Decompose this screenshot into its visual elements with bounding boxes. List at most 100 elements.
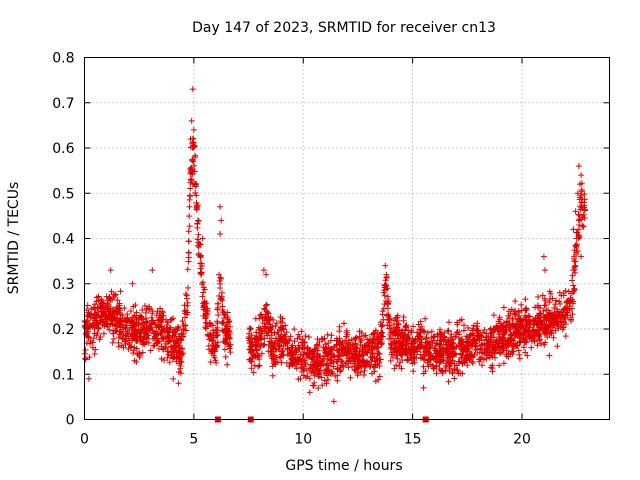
data-point xyxy=(197,260,204,267)
data-point xyxy=(130,350,137,357)
data-point xyxy=(500,304,507,311)
data-point xyxy=(269,363,276,370)
data-point xyxy=(460,327,467,334)
data-point xyxy=(522,296,529,303)
data-point xyxy=(183,295,190,302)
data-point xyxy=(492,354,499,361)
data-point xyxy=(184,284,191,291)
data-point xyxy=(106,326,113,333)
data-point xyxy=(250,369,257,376)
data-point xyxy=(139,349,146,356)
data-point-peak xyxy=(540,253,547,260)
data-point xyxy=(115,339,122,346)
data-point xyxy=(298,328,305,335)
data-point xyxy=(554,343,561,350)
data-point xyxy=(213,359,220,366)
data-point xyxy=(207,359,214,366)
data-point xyxy=(490,312,497,319)
data-point xyxy=(376,373,383,380)
data-point xyxy=(147,347,154,354)
data-point xyxy=(571,263,578,270)
data-point xyxy=(170,375,177,382)
y-tick-label: 0.1 xyxy=(52,367,74,383)
data-point xyxy=(202,324,209,331)
data-point-peak xyxy=(578,172,585,179)
x-tick-label: 15 xyxy=(404,432,422,448)
data-point xyxy=(186,213,193,220)
data-point xyxy=(360,372,367,379)
data-point xyxy=(194,217,201,224)
y-tick-label: 0 xyxy=(66,413,75,429)
data-point xyxy=(153,312,160,319)
data-point xyxy=(516,351,523,358)
data-point xyxy=(356,348,363,355)
data-point xyxy=(302,333,309,340)
data-point xyxy=(328,332,335,339)
data-point xyxy=(87,340,94,347)
data-point xyxy=(417,355,424,362)
data-point xyxy=(546,352,553,359)
y-tick-label: 0.6 xyxy=(52,141,74,157)
data-point xyxy=(318,374,325,381)
data-point xyxy=(130,303,137,310)
data-point-peak xyxy=(188,117,195,124)
data-point xyxy=(97,334,104,341)
data-point xyxy=(82,355,89,362)
data-point xyxy=(575,211,582,218)
data-point xyxy=(272,361,279,368)
x-tick-label: 10 xyxy=(294,432,312,448)
data-point xyxy=(217,285,224,292)
data-point xyxy=(185,228,192,235)
data-point xyxy=(379,322,386,329)
data-point xyxy=(380,289,387,296)
data-point xyxy=(389,335,396,342)
data-point xyxy=(410,368,417,375)
data-point xyxy=(186,223,193,230)
x-tick-label: 20 xyxy=(513,432,531,448)
data-point xyxy=(260,342,267,349)
data-point xyxy=(520,344,527,351)
data-point-peak xyxy=(85,375,92,382)
data-point xyxy=(546,299,553,306)
data-point xyxy=(205,342,212,349)
data-point xyxy=(166,359,173,366)
data-point xyxy=(516,339,523,346)
data-point-peak xyxy=(199,235,206,242)
data-point xyxy=(247,325,254,332)
data-point xyxy=(387,357,394,364)
axis-ticks: 0 0.1 0.2 0.3 0.4 0.5 0.6 0.7 0.8 0 5 10 15 20 xyxy=(52,51,610,448)
data-point xyxy=(186,196,193,203)
y-tick-label: 0.3 xyxy=(52,277,74,293)
grid-lines xyxy=(84,57,610,420)
data-points xyxy=(81,86,589,405)
data-point xyxy=(445,378,452,385)
data-point xyxy=(575,226,582,233)
data-point xyxy=(100,330,107,337)
data-point xyxy=(550,334,557,341)
data-point xyxy=(410,323,417,330)
data-point xyxy=(507,326,514,333)
data-point-peak xyxy=(217,203,224,210)
data-point xyxy=(221,346,228,353)
data-point-peak xyxy=(382,262,389,269)
data-point xyxy=(516,355,523,362)
data-point xyxy=(562,333,569,340)
data-point xyxy=(570,282,577,289)
data-point xyxy=(215,311,222,318)
chart-title: Day 147 of 2023, SRMTID for receiver cn1… xyxy=(192,20,496,36)
data-point-peak xyxy=(129,280,136,287)
data-point xyxy=(518,301,525,308)
data-point xyxy=(341,320,348,327)
data-point xyxy=(145,339,152,346)
data-point xyxy=(324,331,331,338)
data-point xyxy=(109,339,116,346)
data-point xyxy=(305,334,312,341)
data-point xyxy=(142,309,149,316)
data-point xyxy=(568,277,575,284)
data-point xyxy=(227,349,234,356)
data-point xyxy=(506,314,513,321)
data-point xyxy=(255,363,262,370)
data-point xyxy=(347,374,354,381)
data-point xyxy=(377,319,384,326)
data-point xyxy=(82,347,89,354)
